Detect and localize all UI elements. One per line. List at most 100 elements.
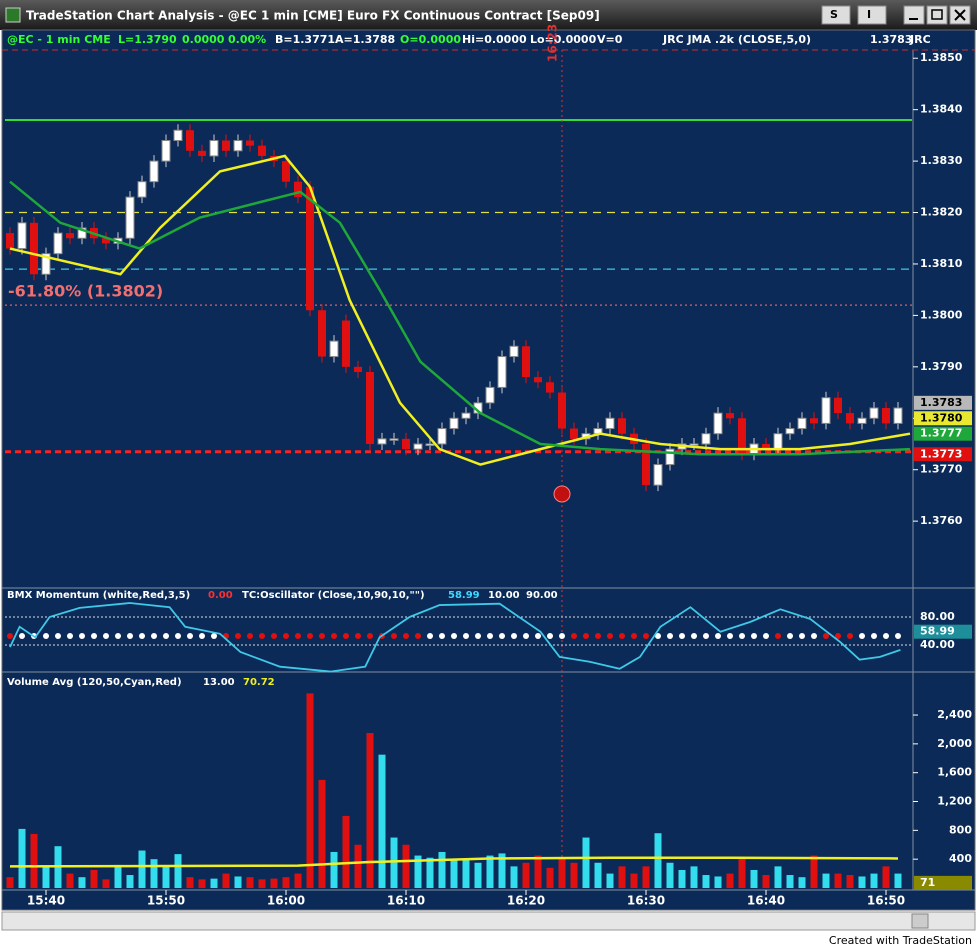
volume-bar	[690, 866, 698, 888]
candle-body	[318, 310, 326, 357]
momentum-dot	[811, 633, 817, 639]
momentum-dot	[511, 633, 517, 639]
volume-bar	[30, 833, 38, 888]
volume-bar	[270, 878, 278, 888]
volume-bar	[186, 877, 194, 888]
info-text: L=1.3790	[118, 33, 177, 46]
y-tick-label: 1,200	[937, 795, 972, 808]
volume-bar	[18, 828, 26, 888]
volume-bar	[882, 866, 890, 888]
momentum-dot	[439, 633, 445, 639]
momentum-dot	[415, 633, 421, 639]
candle-body	[258, 145, 266, 156]
volume-bar	[402, 844, 410, 888]
volume-bar	[258, 879, 266, 888]
momentum-dot	[199, 633, 205, 639]
indicator-header: Volume Avg (120,50,Cyan,Red)	[7, 677, 182, 688]
i-button-label[interactable]: I	[867, 8, 871, 21]
volume-bar	[870, 873, 878, 888]
volume-bar	[462, 859, 470, 888]
momentum-dot	[835, 633, 841, 639]
candle-body	[30, 222, 38, 275]
candle-body	[726, 413, 734, 419]
momentum-dot	[271, 633, 277, 639]
momentum-dot	[283, 633, 289, 639]
candle-body	[102, 238, 110, 244]
momentum-dot	[799, 633, 805, 639]
momentum-dot	[487, 633, 493, 639]
candle-body	[282, 161, 290, 182]
candle-body	[461, 412, 471, 419]
momentum-dot	[883, 633, 889, 639]
info-text: B=1.3771	[275, 33, 335, 46]
volume-bar	[894, 873, 902, 888]
info-text: 0.0000	[182, 33, 225, 46]
volume-bar	[354, 844, 362, 888]
scroll-thumb[interactable]	[911, 913, 929, 929]
candle-body	[413, 443, 423, 450]
candle-body	[17, 222, 27, 250]
momentum-dot	[451, 633, 457, 639]
volume-bar	[642, 866, 650, 888]
alert-icon	[553, 485, 571, 503]
volume-bar	[726, 873, 734, 888]
volume-bar	[366, 733, 374, 888]
momentum-dot	[343, 633, 349, 639]
candle-body	[738, 418, 746, 455]
indicator-header: 0.00	[208, 590, 233, 601]
momentum-dot	[655, 633, 661, 639]
candle-body	[534, 377, 542, 383]
momentum-dot	[211, 633, 217, 639]
candle-body	[570, 428, 578, 439]
candle-body	[6, 233, 14, 249]
volume-bar	[450, 859, 458, 888]
info-text: 1.3783	[870, 33, 912, 46]
volume-bar	[630, 873, 638, 888]
scrollbar[interactable]	[1, 911, 976, 931]
volume-bar	[666, 862, 674, 888]
x-tick-label: 15:40	[27, 894, 65, 908]
info-text: A=1.3788	[335, 33, 395, 46]
info-text: Hi=0.0000	[462, 33, 527, 46]
candle-body	[701, 433, 711, 445]
volume-bar	[78, 877, 86, 888]
candle-body	[509, 345, 519, 358]
momentum-dot	[127, 633, 133, 639]
volume-bar	[510, 866, 518, 888]
momentum-dot	[67, 633, 73, 639]
maximize-button[interactable]	[926, 5, 948, 25]
indicator-header: 58.99	[448, 590, 480, 601]
momentum-dot	[103, 633, 109, 639]
momentum-dot	[787, 633, 793, 639]
info-text: JRC JMA .2k (CLOSE,5,0)	[662, 33, 811, 46]
candle-body	[53, 232, 63, 255]
info-text: O=0.0000	[400, 33, 461, 46]
candle-body	[306, 186, 314, 311]
time-marker-label: 16:23	[546, 24, 560, 62]
s-button-label[interactable]: S	[830, 8, 838, 21]
info-text: V=0	[597, 33, 623, 46]
volume-bar	[810, 855, 818, 888]
momentum-dot	[847, 633, 853, 639]
momentum-dot	[391, 633, 397, 639]
volume-bar	[6, 877, 14, 888]
volume-bar	[150, 859, 158, 888]
candle-body	[821, 397, 831, 424]
i-button[interactable]	[857, 5, 887, 25]
candle-body	[402, 438, 410, 450]
volume-bar	[570, 862, 578, 888]
candle-body	[882, 407, 890, 424]
candle-body	[77, 227, 87, 239]
volume-bar	[618, 866, 626, 888]
volume-bar	[822, 873, 830, 888]
value-tag	[914, 875, 972, 890]
minimize-button[interactable]	[903, 5, 925, 25]
momentum-dot	[151, 633, 157, 639]
momentum-dot	[643, 633, 649, 639]
candle-body	[425, 443, 435, 446]
candle-body	[834, 397, 842, 414]
y-tick-label: 1.3760	[920, 514, 963, 527]
s-button[interactable]	[821, 5, 851, 25]
title-bar	[0, 0, 977, 30]
